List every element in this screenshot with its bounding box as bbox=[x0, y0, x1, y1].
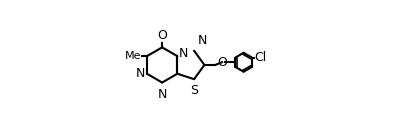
Text: Me: Me bbox=[125, 51, 142, 61]
Text: N: N bbox=[198, 34, 207, 47]
Text: N: N bbox=[158, 88, 167, 101]
Text: N: N bbox=[179, 47, 188, 60]
Text: O: O bbox=[157, 29, 167, 42]
Text: Cl: Cl bbox=[254, 51, 266, 64]
Text: O: O bbox=[218, 56, 228, 69]
Text: S: S bbox=[190, 84, 198, 97]
Text: N: N bbox=[136, 67, 145, 80]
